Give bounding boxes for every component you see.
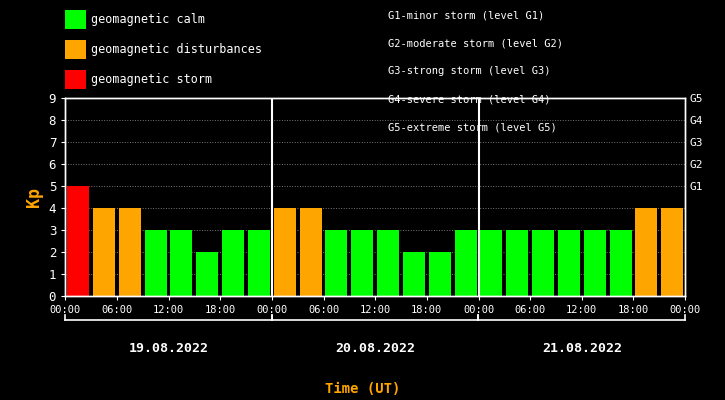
Text: geomagnetic storm: geomagnetic storm (91, 73, 212, 86)
Bar (481, 230, 502, 296)
Text: geomagnetic disturbances: geomagnetic disturbances (91, 43, 262, 56)
Bar (145, 230, 167, 296)
Y-axis label: Kp: Kp (25, 187, 44, 207)
Bar (93, 208, 115, 296)
Text: G1-minor storm (level G1): G1-minor storm (level G1) (388, 10, 544, 20)
Bar (196, 252, 218, 296)
Bar (377, 230, 399, 296)
Bar (119, 208, 141, 296)
Bar (635, 208, 658, 296)
Bar (222, 230, 244, 296)
Bar (403, 252, 425, 296)
Text: G4-severe storm (level G4): G4-severe storm (level G4) (388, 94, 550, 104)
Bar (610, 230, 631, 296)
Bar (532, 230, 554, 296)
Text: Time (UT): Time (UT) (325, 382, 400, 396)
Text: geomagnetic calm: geomagnetic calm (91, 13, 205, 26)
Bar (299, 208, 322, 296)
Bar (67, 186, 89, 296)
Bar (584, 230, 605, 296)
Text: 20.08.2022: 20.08.2022 (335, 342, 415, 355)
Text: 21.08.2022: 21.08.2022 (542, 342, 622, 355)
Bar (661, 208, 683, 296)
Bar (428, 252, 451, 296)
Bar (558, 230, 580, 296)
Text: G5-extreme storm (level G5): G5-extreme storm (level G5) (388, 122, 557, 132)
Bar (248, 230, 270, 296)
Bar (506, 230, 529, 296)
Bar (455, 230, 476, 296)
Bar (352, 230, 373, 296)
Bar (274, 208, 296, 296)
Text: G3-strong storm (level G3): G3-strong storm (level G3) (388, 66, 550, 76)
Text: 19.08.2022: 19.08.2022 (128, 342, 209, 355)
Text: G2-moderate storm (level G2): G2-moderate storm (level G2) (388, 38, 563, 48)
Bar (326, 230, 347, 296)
Bar (170, 230, 192, 296)
